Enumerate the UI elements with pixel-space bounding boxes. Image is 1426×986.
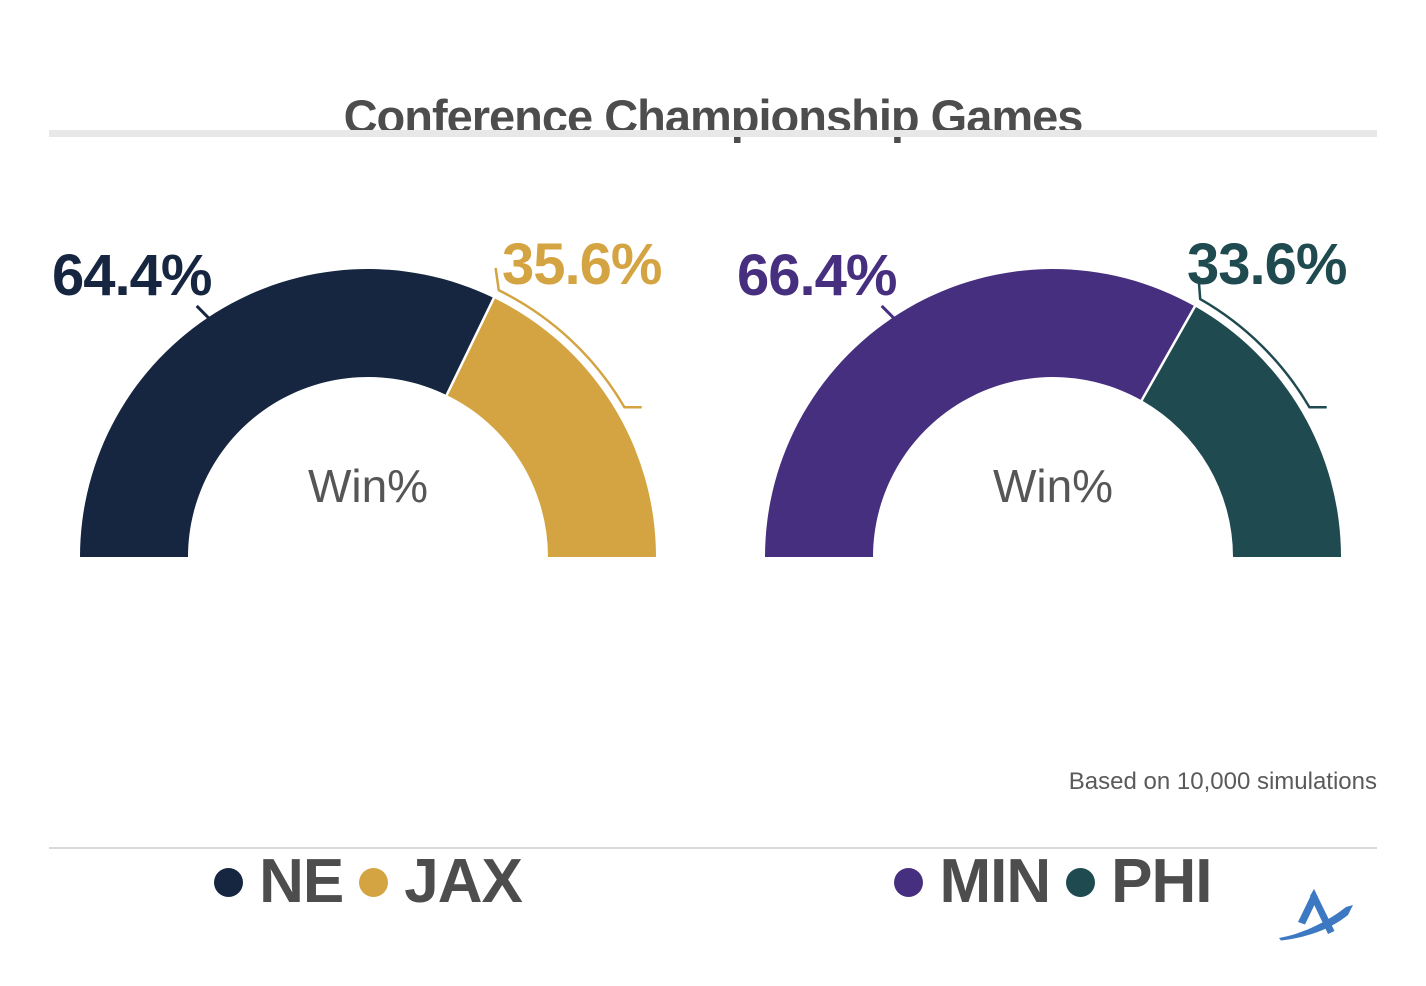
- legend-dot-min: [894, 867, 924, 897]
- label-bracket-PHI: [1197, 276, 1327, 409]
- simulations-footnote: Based on 10,000 simulations: [1068, 768, 1377, 795]
- segment-MIN: [765, 269, 1195, 557]
- legend-ne-jax: NE JAX: [38, 847, 698, 917]
- legend-dot-jax: [359, 867, 389, 897]
- title-divider: [49, 130, 1377, 137]
- label-bracket-JAX: [494, 267, 642, 409]
- legend-label-min: MIN: [939, 847, 1051, 916]
- legend-dot-ne: [214, 867, 244, 897]
- footer-divider: [49, 847, 1377, 849]
- athletic-a-swoosh-logo: [1279, 889, 1353, 941]
- center-label-win-pct: Win%: [307, 460, 429, 512]
- legend-min-phi: MIN PHI: [723, 847, 1383, 917]
- pct-label-ne: 64.4%: [52, 243, 212, 308]
- half-donut-ne-jax: [80, 267, 656, 557]
- half-donut-min-phi: [765, 269, 1341, 557]
- segment-boundary-line: [445, 296, 496, 397]
- pct-label-min: 66.4%: [737, 243, 897, 308]
- gauge-chart-ne-jax: 64.4% 35.6% Win% NE JAX: [38, 225, 698, 917]
- segment-NE: [80, 269, 494, 557]
- legend-label-phi: PHI: [1111, 847, 1212, 916]
- segment-PHI: [1141, 306, 1341, 557]
- label-leader-MIN: [880, 304, 913, 338]
- legend-label-jax: JAX: [404, 847, 523, 916]
- legend-label-ne: NE: [259, 847, 344, 916]
- legend-dot-phi: [1066, 867, 1096, 897]
- segment-boundary-line: [1140, 304, 1197, 402]
- label-leader-NE: [195, 304, 228, 338]
- logo-swoosh: [1279, 905, 1353, 941]
- center-label-win-pct: Win%: [992, 460, 1114, 512]
- pct-label-jax: 35.6%: [502, 232, 662, 297]
- gauge-chart-min-phi: 66.4% 33.6% Win% MIN PHI: [723, 225, 1383, 917]
- segment-JAX: [446, 298, 656, 557]
- pct-label-phi: 33.6%: [1187, 232, 1347, 297]
